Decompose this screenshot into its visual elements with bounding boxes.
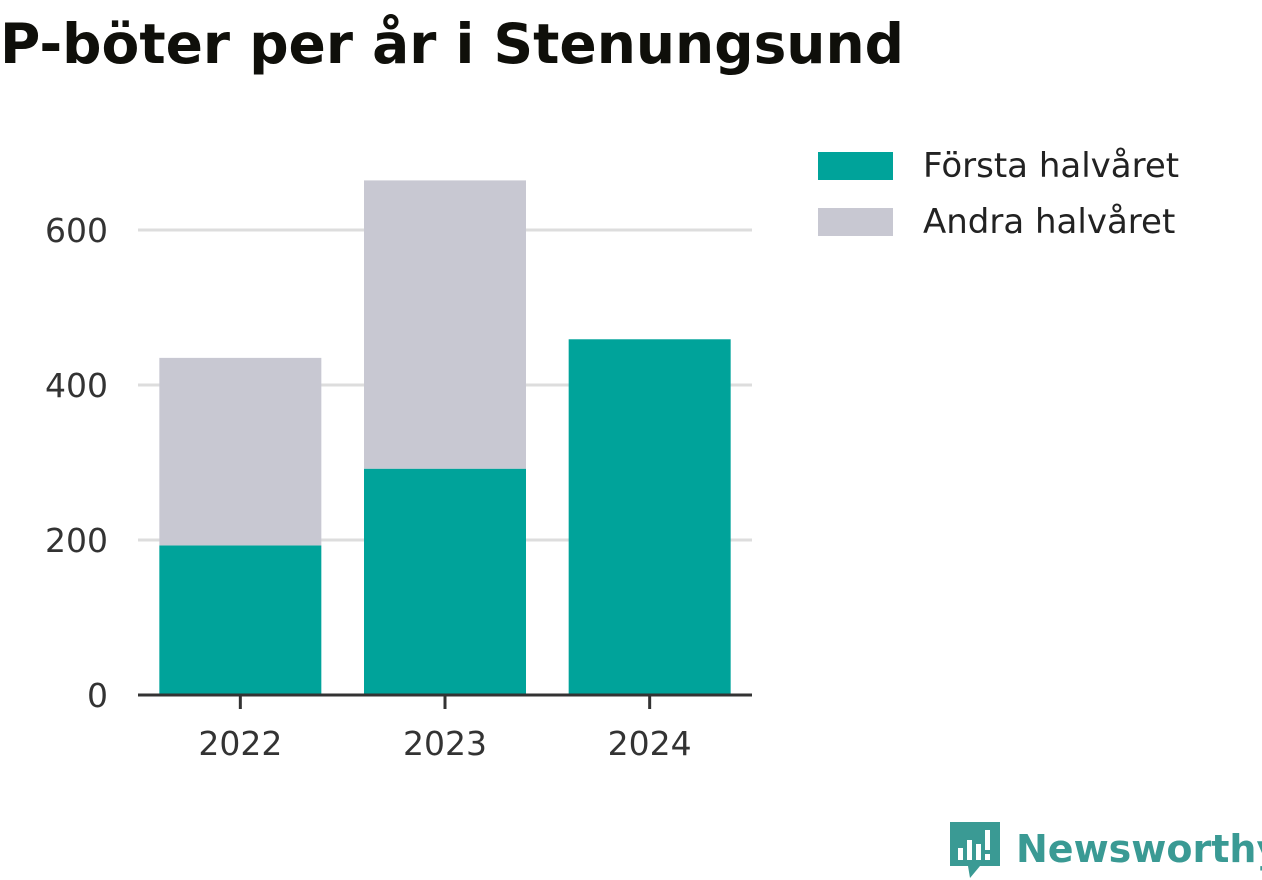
bar-chart: 0 200 400 600 2022 2023 2024	[45, 180, 752, 763]
y-tick-label-200: 200	[45, 521, 108, 560]
brand-name: Newsworthy	[1016, 827, 1262, 871]
x-tick-label-2022: 2022	[198, 724, 282, 763]
newsworthy-logo-icon	[950, 822, 1000, 878]
legend-item-forsta-halvaret: Första halvåret	[818, 138, 1179, 194]
x-tick-label-2024: 2024	[608, 724, 692, 763]
chart-legend: Första halvåret Andra halvåret	[818, 138, 1179, 250]
bar-2024-f-rsta-halv-ret	[568, 339, 731, 695]
y-tick-label-400: 400	[45, 366, 108, 405]
newsworthy-brand: Newsworthy	[950, 818, 1262, 880]
x-tick-label-2023: 2023	[403, 724, 487, 763]
legend-swatch-forsta-halvaret	[818, 152, 893, 180]
y-tick-label-0: 0	[87, 676, 108, 715]
legend-label-forsta-halvaret: Första halvåret	[923, 146, 1180, 186]
bar-2023-f-rsta-halv-ret	[364, 468, 526, 695]
y-tick-label-600: 600	[45, 211, 108, 250]
bar-2022-f-rsta-halv-ret	[159, 545, 322, 695]
legend-label-andra-halvaret: Andra halvåret	[923, 202, 1176, 242]
bar-2023-andra-halv-ret	[364, 180, 526, 469]
bar-2022-andra-halv-ret	[159, 357, 322, 546]
legend-swatch-andra-halvaret	[818, 208, 893, 236]
chart-title: P-böter per år i Stenungsund	[0, 12, 904, 76]
legend-item-andra-halvaret: Andra halvåret	[818, 194, 1179, 250]
